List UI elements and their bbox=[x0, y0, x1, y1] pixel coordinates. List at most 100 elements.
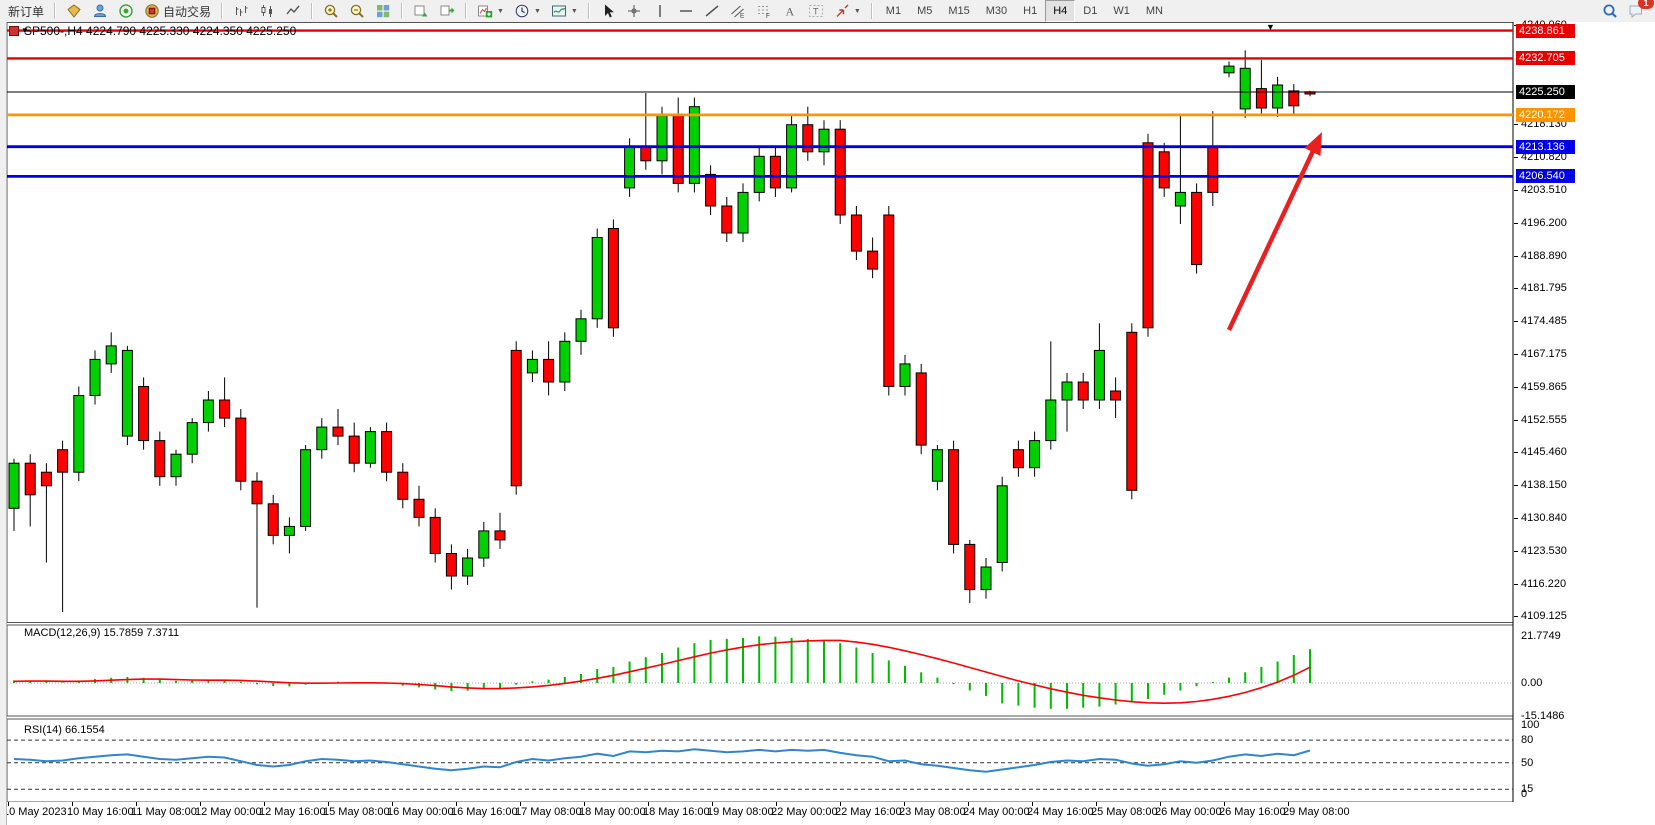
timeframe-m5[interactable]: M5 bbox=[917, 5, 933, 17]
rsi-axis-label: 15 bbox=[1521, 783, 1534, 796]
timeframe-w1[interactable]: W1 bbox=[1113, 5, 1130, 17]
trendline-button[interactable] bbox=[699, 0, 725, 22]
candlestick-chart-button[interactable] bbox=[254, 0, 280, 22]
time-tick-label: 26 May 00:00 bbox=[1155, 806, 1222, 818]
profiles-button[interactable]: ▼ bbox=[509, 0, 546, 22]
timeframe-d1[interactable]: D1 bbox=[1083, 5, 1098, 17]
timeframe-m1[interactable]: M1 bbox=[885, 5, 902, 17]
search-button[interactable] bbox=[1597, 0, 1623, 22]
trendline-icon bbox=[704, 3, 720, 19]
price-tick-mark bbox=[1514, 288, 1518, 290]
timeframe-h1[interactable]: H1 bbox=[1023, 5, 1038, 17]
time-tick-mark bbox=[1160, 802, 1161, 806]
vline-button[interactable] bbox=[647, 0, 673, 22]
price-badge-4206.540: 4206.540 bbox=[1516, 169, 1575, 184]
price-badge-4220.172: 4220.172 bbox=[1516, 107, 1575, 122]
timeframe-m30[interactable]: M30 bbox=[985, 5, 1008, 17]
time-tick-label: 22 May 16:00 bbox=[835, 806, 902, 818]
timeframe-m15[interactable]: M15 bbox=[948, 5, 970, 17]
chevron-down-icon: ▼ bbox=[570, 7, 578, 15]
time-axis[interactable]: 10 May 2023 10 May 16:00 11 May 08:00 12 Ma… bbox=[0, 802, 1514, 825]
new-chart-button[interactable]: ▼ bbox=[472, 0, 509, 22]
line-chart-button[interactable] bbox=[280, 0, 306, 22]
symbol-dropdown[interactable]: ▼ bbox=[9, 26, 29, 36]
toolbar-group bbox=[405, 0, 463, 22]
arrows-icon bbox=[834, 3, 850, 19]
zoom-out-button[interactable] bbox=[344, 0, 370, 22]
text-button[interactable]: A bbox=[777, 0, 803, 22]
price-axis[interactable]: 4240.0604218.1304210.8204203.5104196.200… bbox=[1514, 19, 1655, 825]
crosshair-button[interactable] bbox=[621, 0, 647, 22]
new-order-button-label: 新订单 bbox=[8, 4, 45, 19]
chart-title: SP500-,H4 4224.790 4225.330 4224.350 422… bbox=[24, 24, 296, 38]
arrows-button[interactable]: ▼ bbox=[829, 0, 866, 22]
pane-borders bbox=[6, 22, 1514, 803]
time-tick-label: 29 May 08:00 bbox=[1283, 806, 1350, 818]
rsi-indicator-label: RSI(14) 66.1554 bbox=[24, 724, 105, 736]
data-window-button[interactable] bbox=[87, 0, 113, 22]
rsi-axis-label: 0 bbox=[1521, 788, 1528, 800]
fibonacci-button[interactable]: F bbox=[751, 0, 777, 22]
hline-button[interactable] bbox=[673, 0, 699, 22]
candlestick-chart-icon bbox=[259, 3, 275, 19]
time-tick-mark bbox=[1096, 802, 1097, 806]
time-tick-label: 26 May 16:00 bbox=[1219, 806, 1286, 818]
price-tick-mark bbox=[1514, 256, 1518, 258]
auto-scroll-button[interactable] bbox=[408, 0, 434, 22]
bar-chart-button[interactable] bbox=[228, 0, 254, 22]
time-tick-mark bbox=[72, 802, 73, 806]
market-watch-button[interactable] bbox=[61, 0, 87, 22]
price-badge-4213.136: 4213.136 bbox=[1516, 139, 1575, 154]
templates-button[interactable]: ▼ bbox=[546, 0, 583, 22]
time-tick-label: 18 May 16:00 bbox=[643, 806, 710, 818]
chevron-down-icon: ▼ bbox=[497, 7, 504, 15]
chart-window[interactable]: ▼ SP500-,H4 4224.790 4225.330 4224.350 4… bbox=[0, 19, 1655, 825]
time-tick-label: 24 May 16:00 bbox=[1027, 806, 1094, 818]
navigator-icon bbox=[118, 3, 134, 19]
new-order-button[interactable]: 新订单 bbox=[3, 0, 49, 22]
auto-scroll-icon bbox=[413, 3, 429, 19]
chart-title-symbol: SP500-,H4 bbox=[24, 24, 83, 38]
zoom-in-button[interactable] bbox=[318, 0, 344, 22]
price-tick-mark bbox=[1514, 223, 1518, 225]
autotrading-icon bbox=[144, 3, 160, 19]
svg-text:E: E bbox=[740, 13, 745, 20]
profiles-icon bbox=[514, 3, 530, 19]
price-tick-mark bbox=[1514, 518, 1518, 520]
zoom-in-icon bbox=[323, 3, 339, 19]
navigator-button[interactable] bbox=[113, 0, 139, 22]
time-tick-label: 17 May 08:00 bbox=[515, 806, 582, 818]
price-tick-mark bbox=[1514, 321, 1518, 323]
chart-shift-marker-icon[interactable]: ▼ bbox=[1266, 22, 1275, 32]
rsi-pane bbox=[7, 739, 1513, 790]
trend-arrow-annotation[interactable] bbox=[1226, 132, 1322, 331]
toolbar-group bbox=[315, 0, 399, 22]
cursor-button[interactable] bbox=[595, 0, 621, 22]
price-tick-label: 4188.890 bbox=[1521, 250, 1567, 263]
text-label-button[interactable]: T bbox=[803, 0, 829, 22]
zoom-out-icon bbox=[349, 3, 365, 19]
time-tick-mark bbox=[392, 802, 393, 806]
price-tick-label: 4210.820 bbox=[1521, 151, 1567, 164]
price-tick-label: 4167.175 bbox=[1521, 348, 1567, 361]
toolbar-group: 新订单 bbox=[0, 0, 52, 22]
time-tick-mark bbox=[648, 802, 649, 806]
tile-windows-button[interactable] bbox=[370, 0, 396, 22]
chart-canvas[interactable] bbox=[0, 22, 1655, 803]
time-tick-mark bbox=[840, 802, 841, 806]
autotrading-button[interactable]: 自动交易 bbox=[139, 0, 216, 22]
timeframe-mn[interactable]: MN bbox=[1145, 5, 1163, 17]
equidistant-channel-button[interactable]: E bbox=[725, 0, 751, 22]
chart-shift-button[interactable] bbox=[434, 0, 460, 22]
time-tick-label: 16 May 16:00 bbox=[451, 806, 518, 818]
price-tick-mark bbox=[1514, 157, 1518, 159]
price-tick-label: 4109.125 bbox=[1521, 610, 1567, 623]
bar-chart-icon bbox=[233, 3, 249, 19]
toolbar-separator bbox=[465, 3, 468, 19]
timeframe-h4[interactable]: H4 bbox=[1045, 0, 1076, 22]
notifications-button[interactable]: 1 bbox=[1623, 0, 1654, 22]
price-tick-mark bbox=[1514, 584, 1518, 586]
time-tick-mark bbox=[712, 802, 713, 806]
price-tick-mark bbox=[1514, 551, 1518, 553]
price-tick-label: 4196.200 bbox=[1521, 217, 1567, 230]
